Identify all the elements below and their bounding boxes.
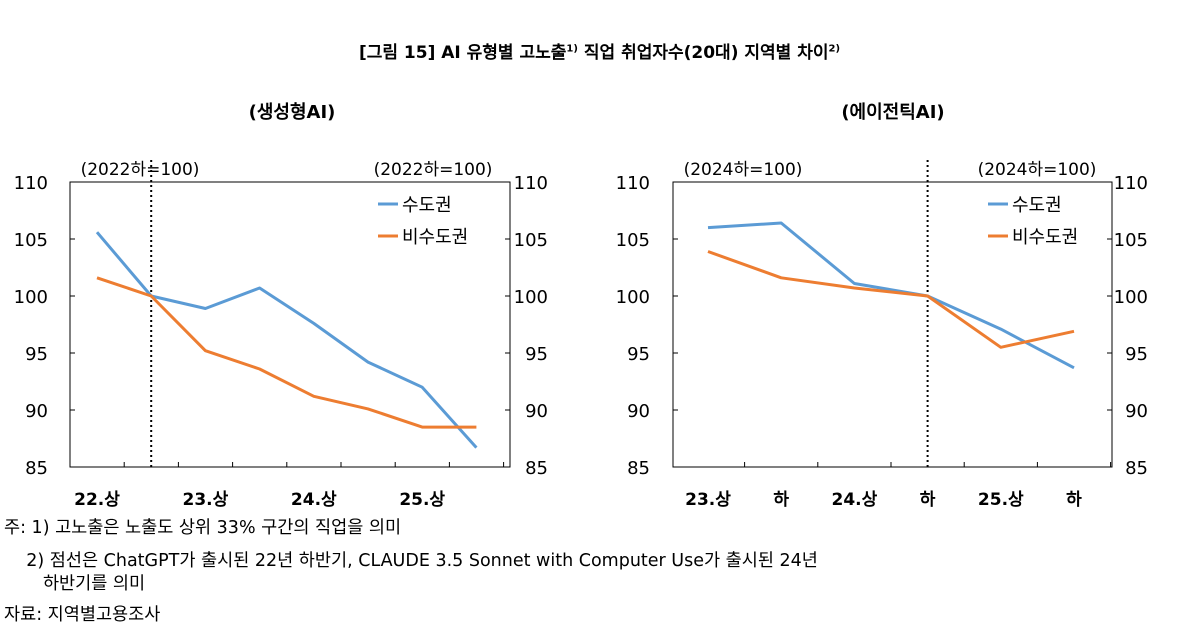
chart2-ytick-label-left-110: 110: [616, 173, 650, 194]
chart1-plot-frame: [69, 181, 511, 468]
chart2-plot-frame: [672, 181, 1113, 468]
chart1-series-line-non-capital: [96, 276, 477, 429]
chart1-ytick-label-left-95: 95: [25, 344, 48, 365]
chart2-series-line-capital: [707, 221, 1075, 370]
charts-canvas: (생성형AI) 85 85 90 90 95 95 100 100 105 105 110 110 22.…: [14, 102, 1148, 510]
chart2-xtick-label-1: 하: [773, 490, 789, 510]
chart1-ytick-label-left-110: 110: [14, 173, 48, 194]
chart1-xtick-label-2: 24.상: [291, 490, 337, 510]
chart2-ytick-label-right-90: 90: [1125, 401, 1148, 422]
note-line-1: 주: 1) 고노출은 노출도 상위 33% 구간의 직업을 의미: [4, 518, 402, 538]
chart1-xtick-label-3: 25.상: [399, 490, 445, 510]
figure-title-text: [그림 15] AI 유형별 고노출: [358, 43, 567, 63]
chart1-series-line-capital: [95, 231, 478, 449]
chart2-ytick-label-right-100: 100: [1114, 287, 1148, 308]
title-footnote-1: 1): [566, 43, 578, 55]
chart2-ytick-label-right-105: 105: [1114, 230, 1148, 251]
chart2-xtick-label-2: 24.상: [832, 490, 878, 510]
chart2-ytick-label-left-90: 90: [627, 401, 650, 422]
chart2-ytick-label-left-105: 105: [616, 230, 650, 251]
chart1-ytick-label-right-105: 105: [514, 230, 548, 251]
chart2-xtick-label-4: 25.상: [978, 490, 1024, 510]
chart1-subtitle: (생성형AI): [249, 102, 336, 123]
chart1-ytick-label-left-85: 85: [25, 458, 48, 479]
chart2-ytick-label-right-85: 85: [1125, 458, 1148, 479]
chart2-xtick-label-0: 23.상: [685, 490, 731, 510]
figure-title-text-2: 직업 취업자수(20대) 지역별 차이: [577, 43, 829, 63]
chart2-legend-label-0: 수도권: [1012, 195, 1062, 216]
chart2-ytick-label-left-100: 100: [616, 287, 650, 308]
chart2-legend-label-1: 비수도권: [1012, 227, 1078, 248]
chart2-base-label-right: (2024하=100): [978, 160, 1097, 180]
chart2-ytick-label-right-95: 95: [1125, 344, 1148, 365]
chart2-subtitle: (에이전틱AI): [841, 102, 944, 123]
chart1-ytick-label-left-100: 100: [14, 287, 48, 308]
chart2-ytick-label-left-85: 85: [627, 458, 650, 479]
chart1-ytick-label-left-90: 90: [25, 401, 48, 422]
chart2-ytick-label-left-95: 95: [627, 344, 650, 365]
note-line-3: 하반기를 의미: [4, 574, 146, 594]
note-line-2: 2) 점선은 ChatGPT가 출시된 22년 하반기, CLAUDE 3.5 …: [4, 551, 818, 571]
chart1-ytick-label-right-85: 85: [525, 458, 548, 479]
chart1-xtick-label-0: 22.상: [74, 490, 120, 510]
chart1-ytick-label-right-90: 90: [525, 401, 548, 422]
chart1-ytick-label-right-100: 100: [514, 287, 548, 308]
chart2-xtick-label-3: 하: [920, 490, 936, 510]
figure-title: [그림 15] AI 유형별 고노출1) 직업 취업자수(20대) 지역별 차이…: [0, 38, 1199, 63]
chart1-base-label-left: (2022하=100): [81, 160, 200, 180]
chart2-xtick-label-5: 하: [1066, 490, 1082, 510]
source-note: 자료: 지역별고용조사: [4, 605, 161, 625]
chart1-base-label-right: (2022하=100): [374, 160, 493, 180]
title-footnote-2: 2): [828, 43, 841, 55]
chart1-ytick-label-right-110: 110: [514, 173, 548, 194]
chart2-ytick-label-right-110: 110: [1114, 173, 1148, 194]
chart2-series-line-non-capital: [707, 250, 1075, 349]
chart1-ytick-label-left-105: 105: [14, 230, 48, 251]
chart1-xtick-label-1: 23.상: [183, 490, 229, 510]
chart1-ytick-label-right-95: 95: [525, 344, 548, 365]
chart1-legend-label-0: 수도권: [402, 195, 452, 216]
chart1-legend-label-1: 비수도권: [402, 227, 468, 248]
chart2-base-label-left: (2024하=100): [684, 160, 803, 180]
